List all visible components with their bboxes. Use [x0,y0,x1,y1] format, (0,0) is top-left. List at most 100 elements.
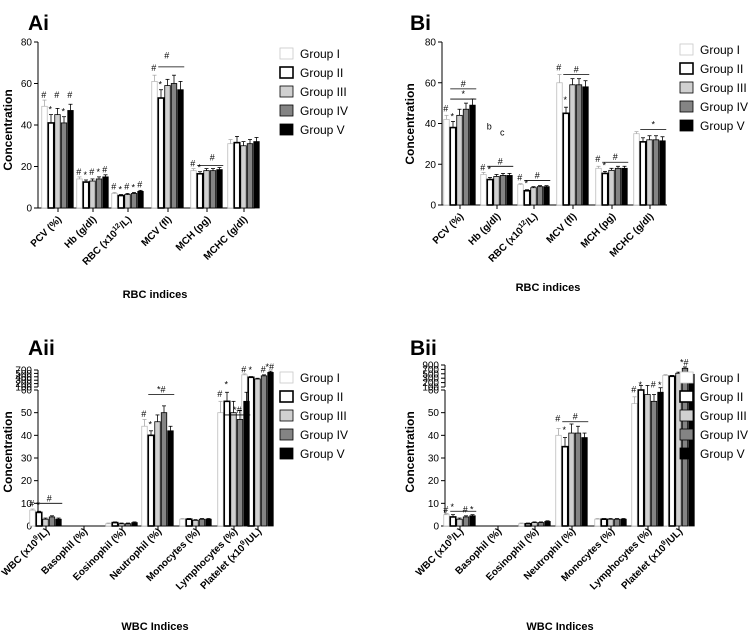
bar-Bii-s1-c5 [637,389,645,527]
bar-Aii-s3-c5 [236,419,244,527]
sig-line-label-Bi-5: # [613,152,618,162]
bar-Ai-s4-c3 [177,89,184,209]
sig-mark-Bii-3: * [470,504,474,514]
sig-line-label-Bi-0: # [461,79,466,89]
bar-Bii-s3-c4 [613,518,621,527]
bar-Bi-s4-c0 [469,104,476,206]
legend-swatch-3 [679,428,694,441]
sig-mark-Ai-2: # [54,90,59,100]
bar-Ai-s4-c4 [216,169,223,209]
sig-mark-Bi-7: * [563,95,567,105]
legend-label-0: Group I [300,47,340,61]
legend-swatch-2 [279,85,294,98]
bar-Aii-s0-c0 [29,509,36,527]
legend-label-2: Group III [700,409,747,423]
bar-Bi-s0-c1 [480,174,487,206]
bar-Bii-s3-c2 [537,522,545,527]
legend-label-1: Group II [300,66,343,80]
panel-label-Bii: Bii [410,337,437,360]
bar-Aii-s3-c4 [198,518,206,527]
legend-label-2: Group III [300,85,347,99]
y-tick-label-upper-Aii-0: 100 [15,383,32,394]
legend-label-1: Group II [700,390,743,404]
sig-line-label-Aii-0: # [47,493,52,503]
y-tick-label-upper-Bii-1: 200 [422,378,439,389]
y-tick-label-upper-Bii-2: 300 [422,374,439,385]
sig-mark-Bi-1: * [450,111,454,121]
legend-swatch-0 [679,43,694,56]
bar-Aii-s3-c0 [48,516,56,527]
category-label-Bi-4: MCH (pg) [579,211,618,250]
bar-Bi-s2-c2 [530,187,537,206]
legend-label-1: Group II [300,390,343,404]
bar-Bi-s3-c4 [614,167,622,206]
sig-mark-Aii-9: *# [265,362,274,372]
bar-Bi-s4-c4 [621,167,628,206]
bar-Aii-s2-c5 [230,412,237,527]
legend-label-2: Group III [700,81,747,95]
y-tick-label-lower-Aii-3: 30 [21,454,33,465]
y-tick-label-Bi-1: 20 [425,160,437,171]
sig-mark-Bi-6: # [556,63,561,73]
bar-Bi-s0-c4 [595,167,602,206]
bar-Bi-s0-c2 [517,184,524,206]
sig-mark-Aii-8: # [261,365,266,375]
bar-Bi-s0-c3 [556,82,563,206]
sig-mark-Aii-1: * [36,500,40,510]
sig-mark-Ai-1: * [48,105,52,115]
category-label-Ai-4: MCH (pg) [174,214,213,253]
bar-Bii-s1-c4 [600,518,608,527]
bar-Bi-s4-c1 [506,175,513,206]
sig-mark-Aii-6: # [241,365,246,375]
bar-Bii-s0-c4 [594,518,601,527]
bar-Ai-s0-c5 [227,143,234,209]
bar-Aii-s4-c2 [131,522,138,527]
bar-Bi-s2-c5 [646,139,653,206]
legend-swatch-3 [279,104,294,117]
bar-Bi-s3-c1 [499,175,507,206]
bar-Aii-s1-c5 [223,400,231,527]
bar-Aii-s4-c0 [55,518,62,527]
bar-Bii-s2-c4 [607,518,614,527]
bar-Aii-s1-c4 [185,518,193,527]
bar-Bi-s1-c4 [601,172,609,206]
y-tick-label-lower-Bii-3: 30 [428,454,440,465]
legend-label-2: Group III [300,409,347,423]
bar-Aii-s2-c0 [42,518,49,527]
legend-swatch-4 [679,119,694,132]
bar-Aii-s4-c5 [243,400,250,527]
bar-Ai-s1-c5 [233,141,241,209]
bar-Ai-s1-c0 [47,122,55,209]
bar-Bi-s3-c3 [575,84,583,206]
sig-mark-Ai-9: # [102,165,107,175]
category-label-Bi-0: PCV (%) [431,211,466,246]
bar-Bii-s2-c5 [644,394,651,527]
y-tick-label-upper-Aii-3: 400 [15,372,32,383]
sig-mark-Ai-13: * [131,182,135,192]
bar-Bi-s1-c0 [449,126,457,206]
sig-mark-Bi-9: * [602,160,606,170]
category-label-Bi-1: Hb (g/dl) [467,211,503,247]
bar-Bi-s4-c2 [543,186,550,206]
chart-Bii: Bii Concentration WBC Indices 0 10 20 30 40 50 60… [403,337,748,633]
y-tick-label-Bi-4: 80 [425,38,437,49]
bar-Bii-s2-c2 [531,522,538,527]
y-tick-label-Bi-3: 60 [425,78,437,89]
legend-label-4: Group V [300,123,345,137]
legend-swatch-2 [279,409,294,422]
legend-label-0: Group I [300,371,340,385]
bar-Bi-s1-c3 [562,112,570,206]
sig-line-label-Aii-2: *# [233,405,242,415]
y-tick-label-upper-Bii-5: 900 [422,361,439,372]
bar-Bii-s4-c0 [469,515,476,527]
bar-Bii-s2-c0 [456,518,463,527]
legend-label-0: Group I [700,371,740,385]
bar-Aii-s0-c2 [105,523,112,527]
bar-Bi-s2-c0 [456,114,463,206]
bar-Aii-s1-c2 [111,521,119,527]
y-tick-label-lower-Aii-2: 20 [21,476,33,487]
bar-Bi-s4-c5 [659,140,666,206]
sig-mark-Aii-2: # [141,409,146,419]
legend-swatch-3 [679,100,694,113]
